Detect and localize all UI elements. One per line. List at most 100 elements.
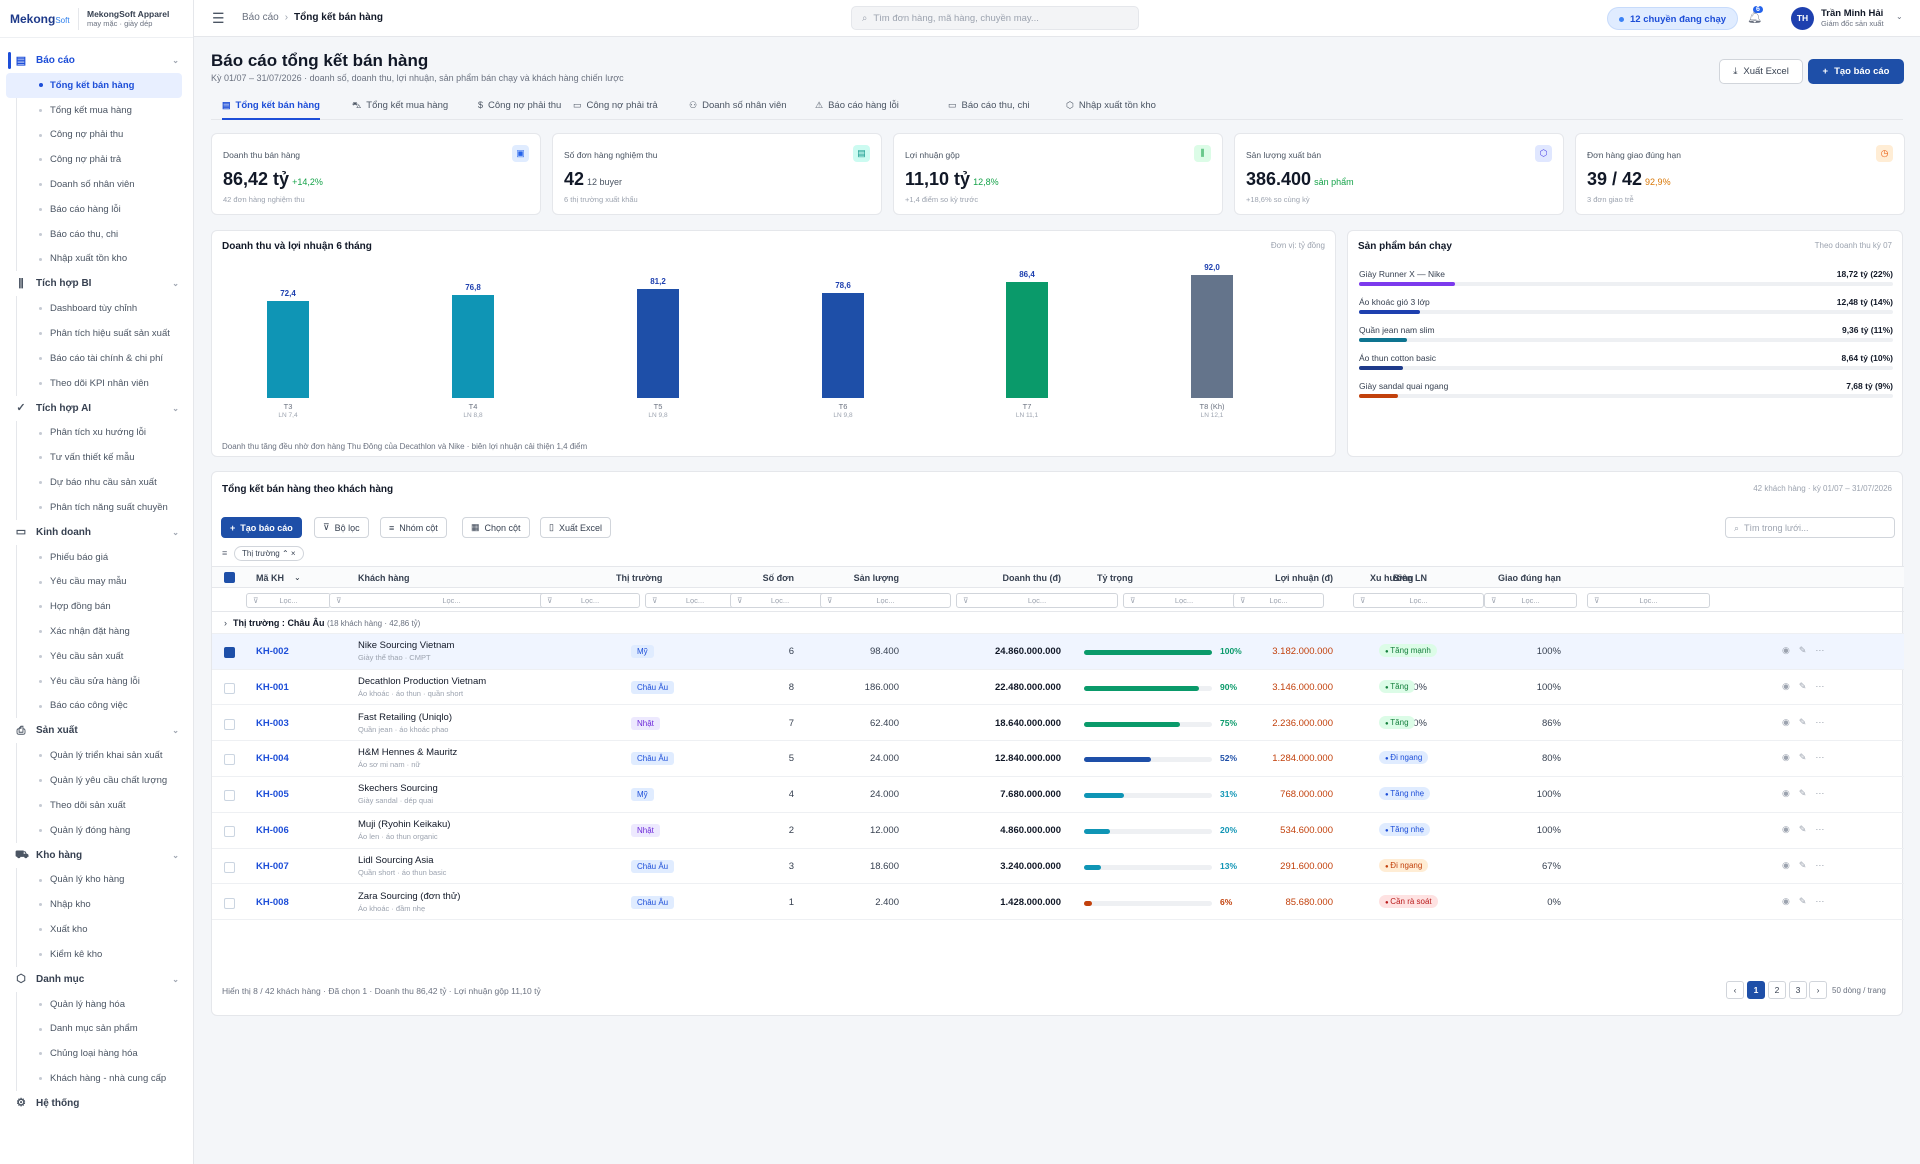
next-page-button[interactable]: › <box>1809 981 1827 999</box>
sidebar-item[interactable]: Xuất kho <box>17 917 193 942</box>
prev-page-button[interactable]: ‹ <box>1726 981 1744 999</box>
sidebar-item[interactable]: Tổng kết bán hàng <box>6 73 182 98</box>
bar[interactable] <box>637 289 679 398</box>
sidebar-group-7[interactable]: ⚙ Hệ thống <box>0 1091 193 1116</box>
bar[interactable] <box>822 292 864 398</box>
bar[interactable] <box>1006 282 1048 398</box>
filter-button[interactable]: ⊽ Bộ lọc <box>314 517 369 538</box>
row-checkbox[interactable] <box>224 647 235 658</box>
running-lines-badge[interactable]: 12 chuyền đang chạy <box>1607 7 1739 30</box>
tab-1[interactable]: ⛍ Tổng kết mua hàng <box>352 100 448 120</box>
breadcrumb-root[interactable]: Báo cáo <box>242 12 279 23</box>
top-product-row[interactable]: Áo thun cotton basic 8,64 tỷ (10%) <box>1359 353 1893 373</box>
bar[interactable] <box>1191 274 1233 398</box>
customer-code-link[interactable]: KH-002 <box>256 646 289 657</box>
sidebar-item[interactable]: Báo cáo tài chính & chi phí <box>17 346 193 371</box>
more-icon[interactable]: ⋯ <box>1815 645 1834 655</box>
sidebar-item[interactable]: Báo cáo công việc <box>17 694 193 719</box>
sidebar-item[interactable]: Kiểm kê kho <box>17 942 193 967</box>
sidebar-group-1[interactable]: ⫼ Tích hợp BI ⌄ <box>0 271 193 296</box>
table-row[interactable]: KH-006 Muji (Ryohin Keikaku) Áo len · áo t… <box>212 813 1904 849</box>
customer-code-link[interactable]: KH-005 <box>256 789 289 801</box>
table-create-button[interactable]: + Tạo báo cáo <box>221 517 302 538</box>
sidebar-item[interactable]: Báo cáo hàng lỗi <box>17 197 193 222</box>
sidebar-item[interactable]: Tổng kết mua hàng <box>17 98 193 123</box>
sidebar-item[interactable]: Quản lý kho hàng <box>17 868 193 893</box>
remove-chip-icon[interactable]: × <box>290 549 296 558</box>
bar[interactable] <box>267 301 309 398</box>
edit-icon[interactable]: ✎ <box>1798 645 1816 655</box>
tab-5[interactable]: ⚠ Báo cáo hàng lỗi <box>815 100 899 120</box>
column-filter-input[interactable]: ⊽ Lọc... <box>1484 593 1577 608</box>
table-export-button[interactable]: ▯ Xuất Excel <box>540 517 611 538</box>
sidebar-item[interactable]: Theo dõi sản xuất <box>17 793 193 818</box>
chevron-down-icon[interactable]: ⌄ <box>172 974 179 984</box>
row-checkbox[interactable] <box>224 790 235 802</box>
user-name[interactable]: Trần Minh Hải <box>1821 8 1884 19</box>
column-header[interactable]: Số đơn <box>762 573 794 583</box>
grid-search-input[interactable]: ⌕ Tìm trong lưới... <box>1725 517 1895 538</box>
row-checkbox[interactable] <box>224 897 235 909</box>
column-header[interactable]: Tỷ trọng <box>1097 573 1133 583</box>
page-button-1[interactable]: 1 <box>1747 981 1765 999</box>
select-all-checkbox[interactable] <box>224 572 235 583</box>
more-icon[interactable]: ⋯ <box>1815 788 1834 799</box>
page-button-3[interactable]: 3 <box>1789 981 1807 999</box>
edit-icon[interactable]: ✎ <box>1798 752 1816 763</box>
column-filter-input[interactable]: ⊽ Lọc... <box>246 593 331 608</box>
eye-icon[interactable]: ◉ <box>1782 824 1799 834</box>
column-header[interactable]: Mã KH <box>256 573 285 583</box>
table-row[interactable]: KH-004 H&M Hennes & Mauritz Áo sơ mi nam ·… <box>212 741 1904 777</box>
sidebar-item[interactable]: Phân tích xu hướng lỗi <box>17 421 193 446</box>
sidebar-item[interactable]: Công nợ phải trả <box>17 147 193 172</box>
table-row[interactable]: KH-003 Fast Retailing (Uniqlo) Quần jean ·… <box>212 706 1904 742</box>
eye-icon[interactable]: ◉ <box>1782 752 1799 763</box>
sidebar-item[interactable]: Phân tích hiệu suất sản xuất <box>17 321 193 346</box>
tab-7[interactable]: ⬡ Nhập xuất tồn kho <box>1066 100 1156 120</box>
sidebar-group-3[interactable]: ▭ Kinh doanh ⌄ <box>0 520 193 545</box>
table-row[interactable]: KH-002 Nike Sourcing Vietnam Giày thể thao… <box>212 634 1904 670</box>
avatar[interactable]: TH <box>1791 7 1814 30</box>
chevron-down-icon[interactable]: ⌄ <box>172 726 179 736</box>
chevron-down-icon[interactable]: ⌄ <box>172 403 179 413</box>
chevron-down-icon[interactable]: ⌄ <box>172 527 179 537</box>
column-header[interactable]: Doanh thu (đ) <box>1002 573 1061 583</box>
table-row[interactable]: KH-007 Lidl Sourcing Asia Quần short · áo … <box>212 849 1904 885</box>
sidebar-item[interactable]: Quản lý yêu cầu chất lượng <box>17 768 193 793</box>
eye-icon[interactable]: ◉ <box>1782 716 1799 727</box>
column-header[interactable]: Khách hàng <box>358 573 410 583</box>
customer-code-link[interactable]: KH-006 <box>256 825 289 836</box>
logo[interactable]: MekongSoft <box>10 11 70 26</box>
sidebar-item[interactable]: Quản lý đóng hàng <box>17 818 193 843</box>
create-report-button[interactable]: + Tạo báo cáo <box>1808 59 1904 84</box>
page-button-2[interactable]: 2 <box>1768 981 1786 999</box>
sidebar-item[interactable]: Phiếu báo giá <box>17 545 193 570</box>
eye-icon[interactable]: ◉ <box>1782 859 1799 870</box>
chevron-down-icon[interactable]: ⌄ <box>1896 12 1903 21</box>
tab-3[interactable]: ▭ Công nợ phải trả <box>573 100 658 120</box>
column-filter-input[interactable]: ⊽ Lọc... <box>1123 593 1245 608</box>
per-page-select[interactable]: 50 dòng / trang <box>1832 986 1886 995</box>
column-filter-input[interactable]: ⊽ Lọc... <box>540 593 640 608</box>
column-filter-input[interactable]: ⊽ Lọc... <box>730 593 830 608</box>
sidebar-item[interactable]: Theo dõi KPI nhân viên <box>17 371 193 396</box>
eye-icon[interactable]: ◉ <box>1782 680 1799 691</box>
sidebar-item[interactable]: Xác nhận đặt hàng <box>17 619 193 644</box>
more-icon[interactable]: ⋯ <box>1815 752 1834 763</box>
sidebar-item[interactable]: Chủng loại hàng hóa <box>17 1041 193 1066</box>
export-excel-button[interactable]: ⤓ Xuất Excel <box>1719 59 1803 84</box>
chevron-down-icon[interactable]: ⌄ <box>172 279 179 289</box>
sidebar-item[interactable]: Nhập xuất tồn kho <box>17 247 193 272</box>
sidebar-group-6[interactable]: ⬡ Danh mục ⌄ <box>0 967 193 992</box>
column-header[interactable]: Biên LN <box>1392 573 1427 583</box>
sidebar-group-2[interactable]: ✓ Tích hợp AI ⌄ <box>0 396 193 421</box>
eye-icon[interactable]: ◉ <box>1782 895 1799 906</box>
top-product-row[interactable]: Giày sandal quai ngang 7,68 tỷ (9%) <box>1359 381 1893 401</box>
column-filter-input[interactable]: ⊽ Lọc... <box>1353 593 1484 608</box>
menu-icon[interactable]: ☰ <box>212 10 225 26</box>
sort-down-icon[interactable]: ⌄ <box>294 573 301 582</box>
column-header[interactable]: Thị trường <box>616 573 663 583</box>
edit-icon[interactable]: ✎ <box>1798 859 1816 870</box>
row-checkbox[interactable] <box>224 682 235 694</box>
group-row[interactable]: › Thị trường : Châu Âu (18 khách hàng · 4… <box>212 612 1904 634</box>
